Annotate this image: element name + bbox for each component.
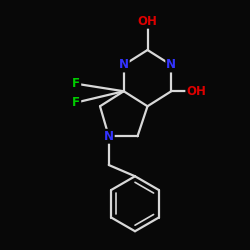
Text: OH: OH bbox=[186, 85, 206, 98]
Text: N: N bbox=[166, 58, 176, 71]
Text: F: F bbox=[72, 96, 80, 109]
Text: N: N bbox=[119, 58, 129, 71]
Text: N: N bbox=[104, 130, 114, 143]
Text: F: F bbox=[72, 77, 80, 90]
Text: OH: OH bbox=[138, 15, 158, 28]
